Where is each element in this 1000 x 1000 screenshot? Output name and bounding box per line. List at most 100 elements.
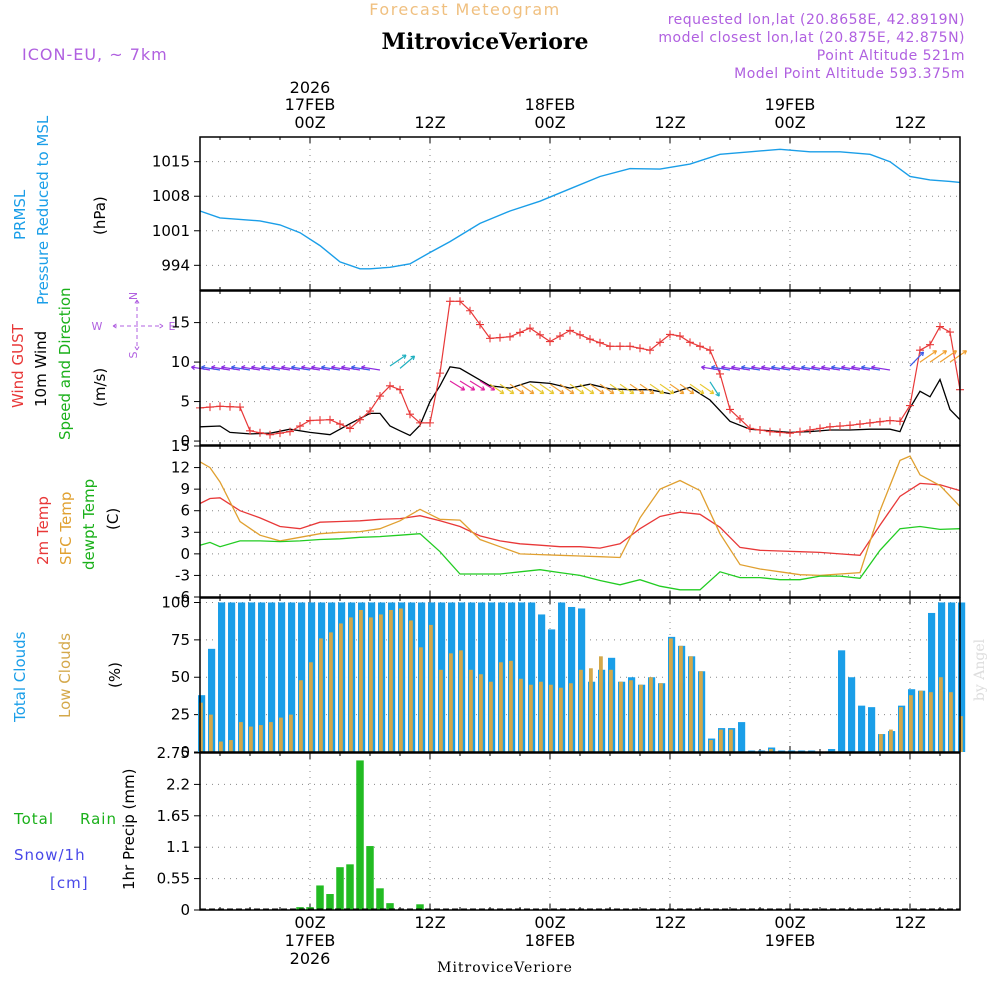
wind-direction-arrow bbox=[599, 383, 615, 395]
clouds-unit: (%) bbox=[106, 662, 124, 688]
rain-bar bbox=[326, 894, 334, 910]
low-cloud-bar bbox=[199, 702, 203, 752]
wind-direction-arrow bbox=[909, 351, 924, 367]
gust-marker bbox=[406, 410, 414, 419]
wind-direction-arrow bbox=[659, 383, 675, 395]
wind-direction-arrow bbox=[639, 383, 655, 395]
y-tick-label: 0 bbox=[180, 545, 190, 563]
wind-direction-arrowhead bbox=[271, 364, 276, 371]
wind-direction-arrowhead bbox=[689, 389, 695, 395]
low-cloud-bar bbox=[379, 614, 383, 752]
wind-direction-arrowhead bbox=[831, 364, 836, 371]
gust-marker bbox=[496, 333, 504, 342]
total-cloud-bar bbox=[938, 602, 946, 752]
low-cloud-bar bbox=[629, 680, 633, 752]
low-cloud-bar bbox=[699, 671, 703, 752]
gust-marker bbox=[596, 338, 604, 347]
wind-direction-arrow bbox=[479, 380, 495, 391]
gust-marker bbox=[486, 334, 494, 343]
wind-direction-arrow bbox=[361, 366, 381, 371]
total-cloud-bar bbox=[218, 602, 226, 752]
wind-direction-arrow bbox=[231, 366, 251, 371]
wind-direction-arrowhead bbox=[821, 364, 826, 371]
wind-direction-arrowhead bbox=[460, 386, 466, 391]
wind-direction-arrow bbox=[709, 381, 720, 397]
top-date-label: 18FEB bbox=[525, 95, 576, 114]
top-year-label: 2026 bbox=[290, 78, 331, 97]
top-hour-label: 12Z bbox=[654, 113, 685, 132]
wind-direction-arrowhead bbox=[221, 364, 226, 371]
wind-direction-arrow bbox=[711, 366, 731, 371]
low-cloud-bar bbox=[879, 734, 883, 752]
wind-direction-arrowhead bbox=[529, 389, 535, 395]
wind-direction-arrowhead bbox=[539, 389, 545, 395]
low-cloud-bar bbox=[669, 638, 673, 752]
gust-marker bbox=[566, 326, 574, 335]
y-tick-label: 1015 bbox=[152, 153, 190, 171]
bottom-hour-label: 00Z bbox=[294, 913, 325, 932]
compass-s: S bbox=[127, 351, 140, 358]
wind-direction-arrow bbox=[669, 383, 685, 395]
wind-direction-arrow bbox=[699, 383, 715, 395]
wind-direction-arrow bbox=[741, 366, 761, 371]
wind-direction-arrow bbox=[701, 366, 721, 371]
total-cloud-bar bbox=[298, 602, 306, 752]
low-cloud-bar bbox=[489, 681, 493, 752]
low-cloud-bar bbox=[459, 650, 463, 752]
total-cloud-bar bbox=[228, 602, 236, 752]
gust-marker bbox=[606, 342, 614, 351]
y-tick-label: 5 bbox=[180, 393, 190, 411]
wind-direction-arrow bbox=[211, 366, 231, 371]
wind-direction-arrow bbox=[619, 383, 635, 395]
dewpoint-label: dewpt Temp bbox=[80, 479, 98, 570]
gust-marker bbox=[796, 427, 804, 436]
wind-direction-arrow bbox=[761, 366, 781, 371]
wind-direction-arrowhead bbox=[861, 364, 866, 371]
wind-direction-arrow bbox=[261, 366, 281, 371]
wind-direction-arrow bbox=[689, 383, 705, 395]
low-cloud-bar bbox=[679, 645, 683, 752]
gust-marker bbox=[826, 422, 834, 431]
gust-marker bbox=[706, 346, 714, 355]
gust-marker bbox=[866, 418, 874, 427]
gust-marker bbox=[776, 428, 784, 437]
low-cloud-bar bbox=[539, 681, 543, 752]
wind-direction-arrowhead bbox=[649, 389, 655, 395]
wind-direction-arrow bbox=[281, 366, 301, 371]
panel-temp-frame bbox=[199, 445, 961, 598]
wind-direction-arrowhead bbox=[549, 389, 555, 395]
pressure-label-full: Pressure Reduced to MSL bbox=[34, 115, 52, 305]
low-cloud-bar bbox=[479, 674, 483, 752]
wind-direction-arrow bbox=[399, 355, 415, 369]
wind-direction-arrowhead bbox=[919, 351, 925, 357]
low-cloud-bar bbox=[509, 660, 513, 752]
wind-direction-arrowhead bbox=[811, 364, 816, 371]
wind-direction-arrowhead bbox=[699, 389, 705, 395]
temp-sfc-line bbox=[199, 455, 961, 577]
low-cloud-bar bbox=[579, 669, 583, 752]
compass-rose bbox=[112, 299, 164, 351]
wind-direction-arrow bbox=[351, 366, 371, 371]
wind-direction-arrow bbox=[821, 366, 841, 371]
wind-direction-arrow bbox=[851, 366, 871, 371]
gust-marker bbox=[356, 415, 364, 424]
gust-marker bbox=[906, 401, 914, 410]
wind-direction-arrow bbox=[569, 383, 585, 395]
rain-bar bbox=[356, 760, 364, 910]
wind-direction-arrow bbox=[609, 383, 625, 395]
wind-direction-arrow bbox=[241, 366, 261, 371]
bottom-hour-label: 00Z bbox=[774, 913, 805, 932]
wind-direction-arrowhead bbox=[731, 364, 736, 371]
rain-bar bbox=[316, 885, 324, 910]
model-label: ICON-EU, ~ 7km bbox=[22, 45, 168, 64]
wind-direction-arrowhead bbox=[509, 389, 515, 395]
wind-direction-arrowhead bbox=[311, 364, 316, 371]
wind-direction-arrowhead bbox=[401, 354, 407, 359]
gust-marker bbox=[236, 403, 244, 412]
wind-direction-arrow bbox=[469, 380, 485, 391]
gust-marker bbox=[456, 297, 464, 306]
wind-direction-arrow bbox=[301, 366, 321, 371]
total-cloud-bar bbox=[858, 705, 866, 752]
total-cloud-bar bbox=[288, 602, 296, 752]
wind-direction-arrow bbox=[861, 366, 881, 371]
